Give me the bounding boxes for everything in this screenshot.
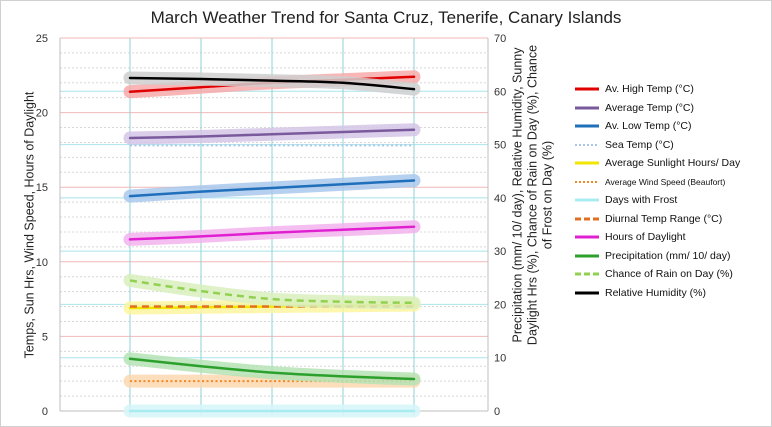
- legend-item: Relative Humidity (%): [575, 284, 770, 303]
- legend-swatch: [575, 106, 599, 110]
- legend-swatch: [575, 217, 599, 221]
- legend-label: Average Wind Speed (Beaufort): [605, 176, 726, 187]
- y-tick-label-left: 15: [36, 182, 48, 194]
- legend-item: Days with Frost: [575, 191, 770, 210]
- legend-label: Relative Humidity (%): [605, 286, 706, 299]
- legend-label: Days with Frost: [605, 194, 678, 207]
- y-tick-label-right: 30: [494, 246, 506, 258]
- legend-swatch: [575, 198, 599, 202]
- legend-swatch: [575, 161, 599, 165]
- y-tick-label-right: 50: [494, 140, 506, 152]
- y-tick-label-left: 0: [42, 406, 48, 418]
- legend-swatch: [575, 235, 599, 239]
- series-line-av-low-temp-c: [128, 179, 416, 198]
- legend-item: Sea Temp (°C): [575, 136, 770, 155]
- series-line-average-temp-c: [128, 128, 416, 140]
- series-line-relative-humidity: [128, 76, 416, 91]
- legend-item: Average Sunlight Hours/ Day: [575, 154, 770, 173]
- legend-label: Average Temp (°C): [605, 101, 695, 114]
- y-tick-label-right: 10: [494, 353, 506, 365]
- legend-swatch: [575, 291, 599, 295]
- series-line-precipitation-mm-10-day: [128, 357, 416, 381]
- legend-item: Av. Low Temp (°C): [575, 117, 770, 136]
- legend-swatch: [575, 272, 599, 276]
- legend-item: Hours of Daylight: [575, 228, 770, 247]
- legend-label: Diurnal Temp Range (°C): [605, 212, 723, 225]
- y-tick-label-right: 20: [494, 299, 506, 311]
- legend-swatch: [575, 87, 599, 91]
- legend-label: Sea Temp (°C): [605, 138, 674, 151]
- chart-title: March Weather Trend for Santa Cruz, Tene…: [150, 8, 622, 27]
- legend-label: Precipitation (mm/ 10/ day): [605, 249, 731, 262]
- legend-label: Hours of Daylight: [605, 231, 686, 244]
- y-tick-label-right: 70: [494, 33, 506, 45]
- legend-label: Average Sunlight Hours/ Day: [605, 157, 741, 170]
- legend-item: Average Temp (°C): [575, 99, 770, 118]
- series-line-hours-of-daylight: [128, 225, 416, 241]
- y-tick-label-right: 40: [494, 193, 506, 205]
- legend-item: Chance of Rain on Day (%): [575, 265, 770, 284]
- legend-swatch: [575, 254, 599, 258]
- legend-swatch: [575, 124, 599, 128]
- legend-item: Diurnal Temp Range (°C): [575, 210, 770, 229]
- series-line-chance-of-rain-on-day: [129, 279, 415, 305]
- legend-item: Average Wind Speed (Beaufort): [575, 173, 770, 192]
- y-tick-label-left: 5: [42, 331, 48, 343]
- legend-swatch: [575, 143, 599, 146]
- legend: Av. High Temp (°C) Average Temp (°C) Av. L…: [575, 80, 770, 302]
- legend-item: Av. High Temp (°C): [575, 80, 770, 99]
- y-tick-label-left: 10: [36, 257, 48, 269]
- legend-swatch: [575, 180, 599, 183]
- y-tick-label-right: 0: [494, 406, 500, 418]
- y-tick-label-left: 25: [36, 33, 48, 45]
- legend-item: Precipitation (mm/ 10/ day): [575, 247, 770, 266]
- legend-label: Chance of Rain on Day (%): [605, 268, 733, 281]
- legend-label: Av. High Temp (°C): [605, 83, 694, 96]
- legend-label: Av. Low Temp (°C): [605, 120, 692, 133]
- y-tick-label-right: 60: [494, 86, 506, 98]
- y-tick-label-left: 20: [36, 108, 48, 120]
